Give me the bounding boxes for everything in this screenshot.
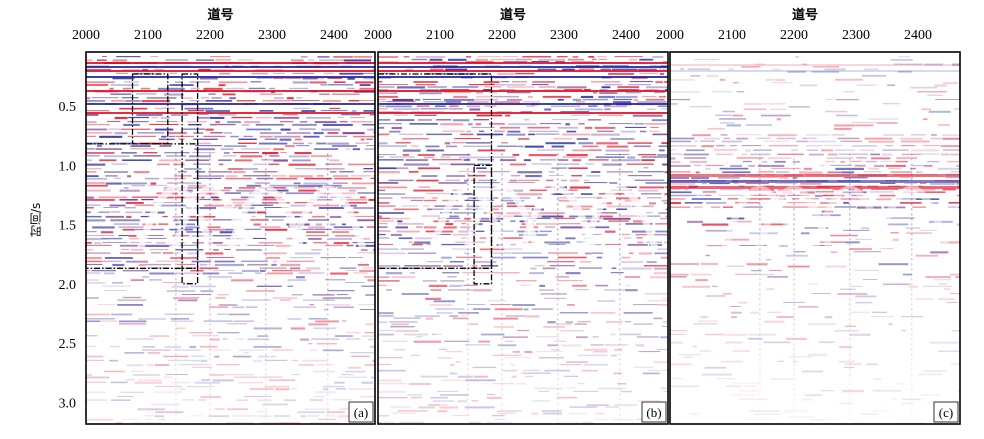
x-tick-label: 2300	[842, 28, 870, 43]
y-tick-label: 2.0	[59, 278, 77, 293]
x-tick-label: 2200	[488, 28, 516, 43]
panel-label: (b)	[646, 405, 661, 420]
y-tick-label: 1.0	[59, 159, 77, 174]
panel-a: (a) 道号 2000 2100 2200 2300 2400	[72, 7, 376, 425]
x-tick-label: 2100	[426, 28, 454, 43]
y-tick-label: 3.0	[59, 396, 77, 411]
panel-label-box	[933, 401, 959, 423]
seismic-section	[670, 52, 960, 424]
y-tick-label: 1.5	[59, 219, 77, 234]
dashed-box-2	[181, 73, 199, 285]
x-axis-title: 道号	[792, 7, 818, 23]
dashed-box-0	[131, 73, 169, 145]
x-tick-label: 2400	[612, 28, 640, 43]
y-tick-label: 0.5	[59, 100, 77, 115]
panel-c: (c) 道号 2000 2100 2200 2300 2400	[656, 7, 961, 425]
dashed-box-1	[473, 164, 493, 285]
panel-frame	[669, 51, 961, 425]
panel-label: (a)	[354, 405, 368, 420]
seismic-section	[378, 52, 668, 424]
x-axis-title: 道号	[500, 7, 526, 23]
y-tick-label: 2.5	[59, 337, 77, 352]
panel-label-box	[348, 401, 374, 423]
x-tick-label: 2200	[196, 28, 224, 43]
x-tick-label: 2400	[904, 28, 932, 43]
y-axis-title: 时间/s	[29, 202, 43, 238]
x-tick-label: 2200	[780, 28, 808, 43]
panels-layer: (a) 道号 2000 2100 2200 2300 2400 (b) 道号 2000 2100 22…	[72, 7, 961, 425]
x-axis-title: 道号	[207, 7, 233, 23]
dashed-box-1	[85, 143, 199, 269]
time-axis: 0.5 1.0 1.5 2.0 2.5 3.0	[59, 100, 77, 411]
panel-frame	[377, 51, 669, 425]
x-tick-label: 2100	[134, 28, 162, 43]
panel-frame	[85, 51, 376, 425]
x-tick-label: 2000	[72, 28, 100, 43]
seismic-section	[86, 52, 375, 424]
x-tick-label: 2300	[258, 28, 286, 43]
x-tick-label: 2100	[718, 28, 746, 43]
x-tick-label: 2400	[320, 28, 348, 43]
x-tick-label: 2300	[550, 28, 578, 43]
panel-label: (c)	[939, 405, 953, 420]
panel-b: (b) 道号 2000 2100 2200 2300 2400	[364, 7, 669, 425]
x-tick-label: 2000	[364, 28, 392, 43]
x-tick-label: 2000	[656, 28, 684, 43]
panel-label-box	[641, 401, 667, 423]
